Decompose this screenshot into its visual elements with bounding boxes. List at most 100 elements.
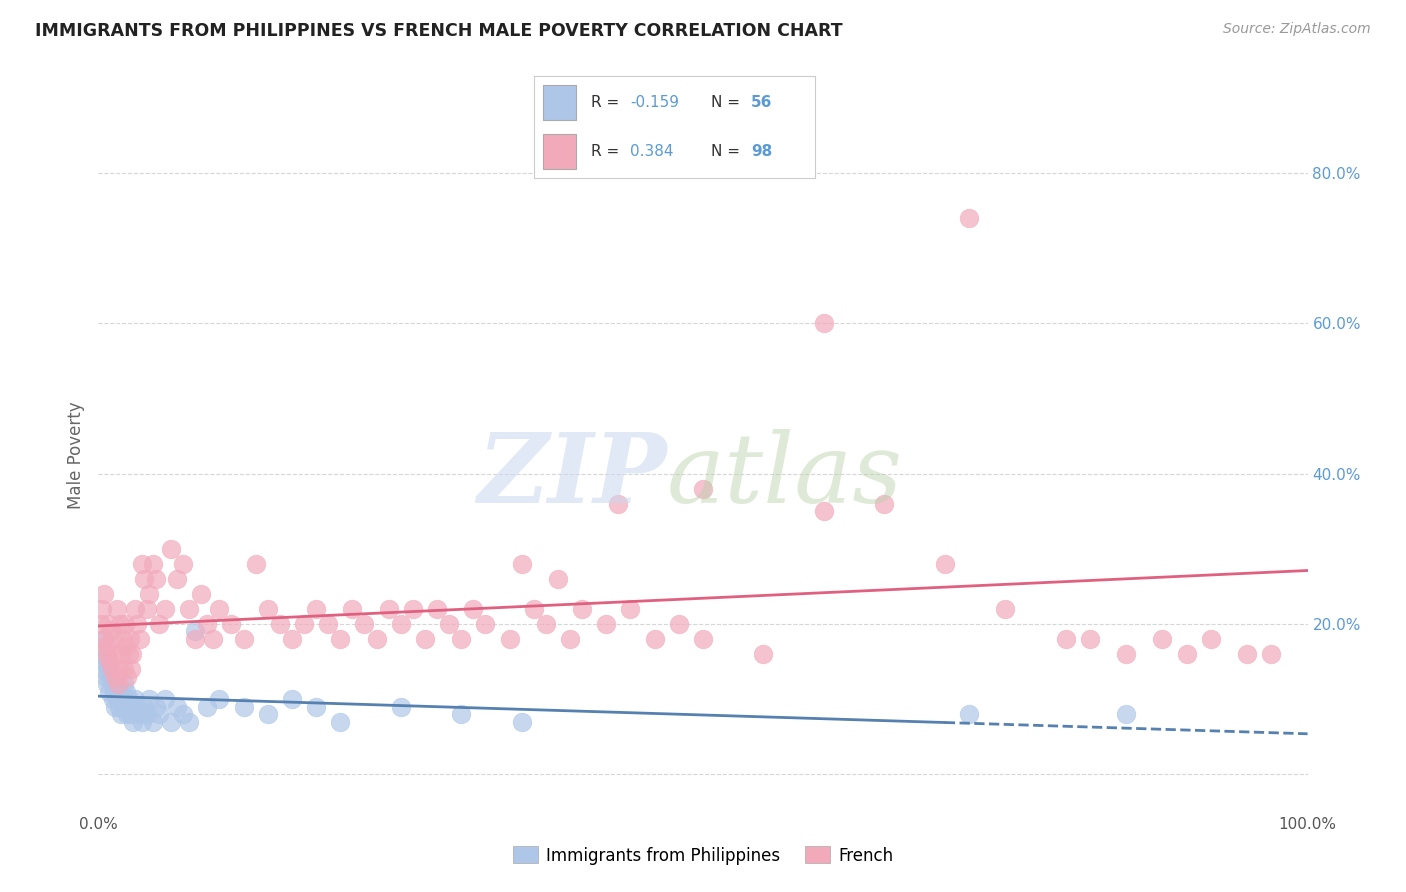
Point (166, 699, 188, 714)
Point (120, 662, 142, 676)
Point (104, 699, 127, 714)
Point (107, 677, 129, 691)
Text: 0.384: 0.384 (630, 145, 673, 160)
Point (474, 616, 496, 631)
Point (221, 616, 243, 631)
Point (190, 587, 212, 601)
Point (105, 602, 128, 616)
Text: ZIP: ZIP (477, 429, 666, 524)
Point (1115, 647, 1137, 661)
Point (98, 684, 121, 698)
Text: R =: R = (591, 145, 624, 160)
Point (389, 616, 412, 631)
Text: Source: ZipAtlas.com: Source: ZipAtlas.com (1223, 22, 1371, 37)
Text: IMMIGRANTS FROM PHILIPPINES VS FRENCH MALE POVERTY CORRELATION CHART: IMMIGRANTS FROM PHILIPPINES VS FRENCH MA… (35, 22, 842, 40)
Point (135, 707, 157, 722)
Text: N =: N = (711, 145, 745, 160)
Point (172, 707, 194, 722)
Point (145, 699, 167, 714)
Point (121, 699, 143, 714)
Point (1152, 632, 1174, 646)
Point (118, 699, 141, 714)
Point (463, 602, 485, 616)
Point (402, 602, 425, 616)
Point (534, 616, 557, 631)
Point (108, 684, 131, 698)
Point (108, 662, 131, 676)
Point (195, 616, 218, 631)
Point (128, 707, 150, 722)
Point (122, 714, 145, 729)
Point (93, 587, 115, 601)
Point (94, 640, 117, 654)
Point (103, 684, 125, 698)
Point (1260, 647, 1282, 661)
Point (104, 669, 127, 683)
Point (160, 541, 183, 556)
Point (160, 714, 183, 729)
Point (202, 632, 225, 646)
Point (111, 632, 134, 646)
Point (91, 632, 114, 646)
Point (111, 692, 134, 706)
Point (389, 699, 412, 714)
Point (305, 602, 328, 616)
Point (100, 669, 122, 683)
Point (1115, 707, 1137, 722)
Text: 56: 56 (751, 95, 772, 110)
Text: atlas: atlas (666, 429, 903, 524)
Point (957, 211, 980, 226)
Point (184, 624, 207, 639)
Point (179, 602, 201, 616)
Point (142, 557, 165, 571)
Point (134, 572, 156, 586)
Point (1054, 632, 1077, 646)
Point (179, 714, 201, 729)
Point (342, 602, 364, 616)
Point (127, 699, 149, 714)
Point (91, 602, 114, 616)
Point (166, 572, 188, 586)
Point (571, 602, 593, 616)
Point (107, 692, 129, 706)
Point (595, 616, 617, 631)
Point (148, 707, 170, 722)
Point (105, 677, 128, 691)
Point (184, 632, 207, 646)
Point (131, 557, 153, 571)
Point (153, 602, 176, 616)
Point (103, 647, 125, 661)
Point (110, 647, 132, 661)
Point (108, 616, 131, 631)
Point (498, 632, 520, 646)
Point (96, 647, 118, 661)
Point (752, 647, 775, 661)
Point (117, 669, 139, 683)
Point (127, 616, 149, 631)
Point (142, 714, 165, 729)
Text: N =: N = (711, 95, 745, 110)
Point (208, 692, 231, 706)
Point (114, 616, 136, 631)
Point (97, 662, 120, 676)
Point (118, 632, 141, 646)
Point (1078, 632, 1101, 646)
Point (316, 616, 339, 631)
Point (108, 699, 131, 714)
Point (112, 677, 135, 691)
Point (148, 616, 170, 631)
Point (1175, 647, 1198, 661)
Text: -0.159: -0.159 (630, 95, 679, 110)
Point (114, 699, 136, 714)
Point (607, 497, 630, 511)
Point (994, 602, 1017, 616)
Point (523, 602, 546, 616)
Point (208, 602, 231, 616)
Point (138, 587, 160, 601)
Point (97, 616, 120, 631)
Point (256, 707, 278, 722)
Point (98, 655, 121, 669)
Point (305, 699, 328, 714)
Point (131, 714, 153, 729)
Point (100, 662, 122, 676)
